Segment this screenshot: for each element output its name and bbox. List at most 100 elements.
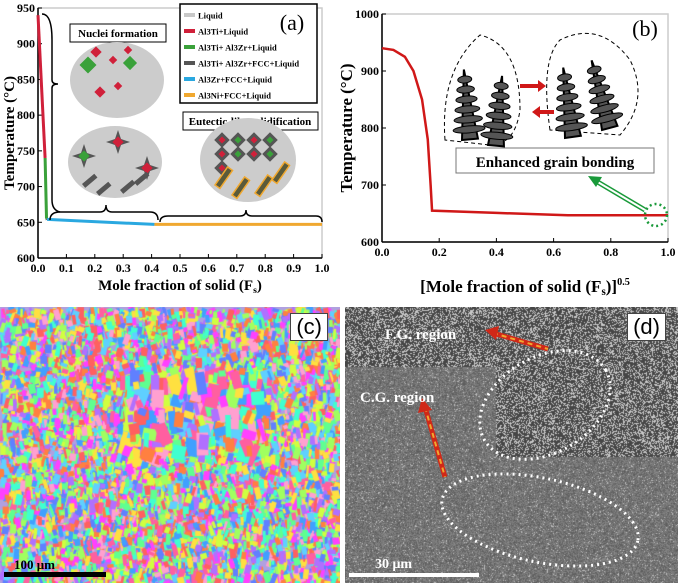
nucleus-diamond <box>123 45 133 55</box>
x-tick-label: 0.6 <box>546 245 561 259</box>
y-tick-label: 950 <box>17 1 35 15</box>
series-line-al3ti-liquid <box>36 15 47 159</box>
x-tick-label: 0.7 <box>229 261 244 275</box>
x-tick-label: 0.4 <box>144 261 159 275</box>
x-tick-label: 1.0 <box>315 261 330 275</box>
y-tick-label: 650 <box>17 215 35 229</box>
legend-label: Al3Ti+Liquid <box>198 27 248 37</box>
panel-c-label: (c) <box>290 313 328 341</box>
dendrite <box>119 179 136 194</box>
y-axis-label: Temperature (°C) <box>340 63 356 192</box>
scale-bar-d-label: 30 μm <box>375 557 413 572</box>
panel-c-ebsd-map: (c) 100 μm <box>0 307 340 583</box>
dendrite-arm <box>485 111 512 120</box>
dendrite-arm <box>453 115 483 124</box>
series-line-al3ti-al3zr-fcc-liquid <box>45 217 49 221</box>
dendrite <box>213 165 234 190</box>
highlight-circle <box>643 202 669 228</box>
y-tick-label: 800 <box>361 121 379 135</box>
panel-b-label: (b) <box>632 16 658 41</box>
nucleus-diamond <box>141 162 153 174</box>
nucleus-diamond <box>262 132 278 148</box>
x-tick-label: 0.5 <box>173 261 188 275</box>
panel-a-label: (a) <box>280 10 304 35</box>
y-tick-label: 600 <box>361 235 379 249</box>
x-tick-label: 0.1 <box>59 261 74 275</box>
dendrite-arm <box>483 121 513 130</box>
x-tick-label: 0.2 <box>87 261 102 275</box>
x-tick-label: 0.3 <box>116 261 131 275</box>
annotation-grain-bonding: Enhanced grain bonding <box>476 155 635 171</box>
dendrite-arm <box>556 93 579 102</box>
nucleus-diamond <box>246 146 262 162</box>
y-tick-label: 700 <box>17 180 35 194</box>
fg-region-label: F.G. region <box>385 327 457 343</box>
panel-d-label: (d) <box>627 313 666 341</box>
legend-box <box>179 3 318 104</box>
legend-label: Al3Ti+ Al3Zr+Liquid <box>198 43 277 53</box>
fg-region-outline <box>478 349 612 461</box>
y-tick-label: 750 <box>17 144 35 158</box>
y-tick-label: 700 <box>361 178 379 192</box>
dendrite-arm <box>452 125 486 134</box>
nucleus-diamond <box>214 132 230 148</box>
arrow-left <box>532 106 554 118</box>
dendrite-arm <box>555 112 585 122</box>
dendrite-arm <box>587 75 606 85</box>
dendrite-arm <box>455 95 478 104</box>
brace-fcc <box>49 204 159 221</box>
x-tick-label: 0.0 <box>375 245 390 259</box>
dendrite-arm <box>557 73 573 82</box>
y-tick-label: 900 <box>17 37 35 51</box>
y-axis-label: Temperature (°C) <box>2 76 18 190</box>
dendrite <box>133 171 150 186</box>
panel-d-sem-image: F.G. region C.G. region (d) 30 μm <box>345 307 678 583</box>
annotation-nuclei: Nuclei formation <box>78 28 158 40</box>
x-axis-label: Mole fraction of solid (Fs) <box>98 278 262 296</box>
dendrite <box>270 160 291 185</box>
nucleus-diamond <box>108 55 118 65</box>
brace-nuclei <box>41 13 61 213</box>
dendrite-arm <box>454 105 481 114</box>
nucleus-diamond <box>90 46 102 58</box>
panel-b-chart: 0.0 0.2 0.4 0.6 0.8 1.0 600 700 800 900 1000 [Mole … <box>337 0 678 307</box>
dendrite-arm <box>556 83 576 92</box>
y-tick-label: 1000 <box>355 7 379 21</box>
dendrite-arm <box>491 91 510 100</box>
y-tick-label: 800 <box>17 108 35 122</box>
annotation-box <box>69 23 167 43</box>
nucleus-diamond <box>214 146 230 162</box>
legend-label: Liquid <box>198 11 223 21</box>
x-tick-label: 0.8 <box>603 245 618 259</box>
dendrite-arm <box>488 101 511 110</box>
arrow-right <box>520 80 546 92</box>
nucleus-diamond <box>246 132 262 148</box>
x-axis-label: [Mole fraction of solid (Fs)]0.5 <box>420 277 630 298</box>
cg-region-label: C.G. region <box>360 390 435 406</box>
series-line-curve <box>381 46 668 217</box>
series-line-al3ti-al3zr-liquid <box>43 157 49 219</box>
nucleus-diamond <box>230 146 246 162</box>
green-arrow-head <box>588 176 602 187</box>
dendrite-arm <box>590 103 619 115</box>
dendrite-arm <box>591 112 624 125</box>
cg-region-outline <box>440 472 640 568</box>
scale-bar-c-label: 100 μm <box>14 557 55 572</box>
dendrite-arm <box>456 85 475 94</box>
inset-nuclei <box>70 42 164 118</box>
nucleus-diamond <box>113 81 123 91</box>
legend-label: Al3Ni+FCC+Liquid <box>198 91 271 101</box>
x-tick-label: 0.0 <box>31 261 46 275</box>
scale-bar-d <box>349 573 479 577</box>
x-tick-label: 0.2 <box>432 245 447 259</box>
nucleus-diamond <box>230 132 246 148</box>
x-tick-label: 0.6 <box>201 261 216 275</box>
nucleus-diamond <box>79 56 97 74</box>
dendrite-arm <box>555 122 588 132</box>
dendrite <box>82 173 98 188</box>
dendrite-arm <box>586 65 602 75</box>
dendrite <box>96 181 112 196</box>
dendrite-arm <box>588 84 611 95</box>
panel-a-chart: 0.0 0.1 0.2 0.3 0.4 0.5 0.6 0.7 0.8 0.9 1.0 600 650 7… <box>0 0 340 307</box>
dendrite-arm <box>589 93 615 105</box>
